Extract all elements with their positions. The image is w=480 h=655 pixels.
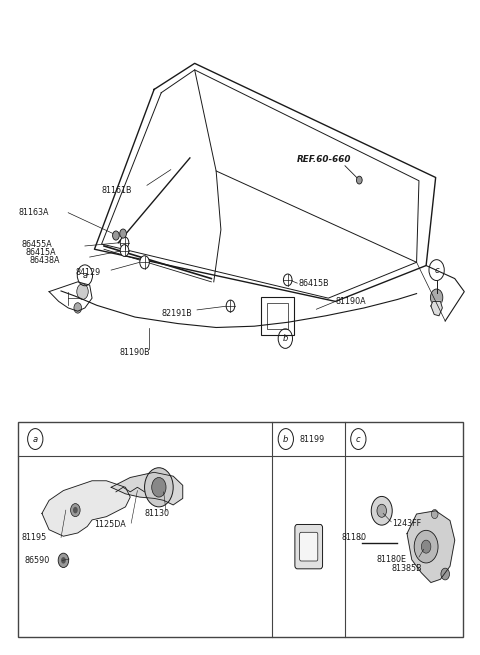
Circle shape	[120, 229, 126, 238]
Text: c: c	[434, 266, 439, 274]
Text: 1125DA: 1125DA	[95, 520, 126, 529]
Text: 1243FF: 1243FF	[392, 519, 421, 528]
Text: 82191B: 82191B	[161, 309, 192, 318]
Text: 86415A: 86415A	[25, 248, 56, 257]
Circle shape	[152, 477, 166, 497]
Circle shape	[73, 507, 78, 514]
Text: 81190B: 81190B	[120, 348, 150, 357]
Circle shape	[226, 300, 235, 312]
Text: b: b	[283, 434, 288, 443]
Text: a: a	[83, 271, 87, 280]
Circle shape	[140, 255, 149, 269]
Circle shape	[371, 496, 392, 525]
Polygon shape	[407, 511, 455, 582]
FancyBboxPatch shape	[295, 525, 323, 569]
Text: 81199: 81199	[300, 434, 325, 443]
Circle shape	[432, 510, 438, 519]
Text: 81130: 81130	[144, 509, 169, 518]
Text: REF.60-660: REF.60-660	[297, 155, 352, 164]
Circle shape	[71, 504, 80, 517]
Circle shape	[421, 540, 431, 553]
Text: a: a	[33, 434, 38, 443]
Circle shape	[113, 231, 119, 240]
Polygon shape	[42, 481, 130, 536]
Circle shape	[74, 303, 82, 313]
Circle shape	[120, 237, 129, 249]
Text: 81163A: 81163A	[18, 208, 48, 217]
Circle shape	[441, 568, 449, 580]
Text: 81385B: 81385B	[391, 565, 422, 573]
FancyBboxPatch shape	[300, 533, 318, 561]
Circle shape	[120, 245, 129, 256]
Polygon shape	[111, 472, 183, 505]
Circle shape	[414, 531, 438, 563]
Circle shape	[357, 176, 362, 184]
Circle shape	[61, 557, 66, 563]
Text: 81180: 81180	[342, 533, 367, 542]
Circle shape	[283, 274, 292, 286]
Circle shape	[377, 504, 386, 517]
Text: 81190A: 81190A	[336, 297, 366, 306]
Circle shape	[77, 284, 88, 299]
Text: 81161B: 81161B	[102, 186, 132, 195]
Text: 86438A: 86438A	[29, 257, 60, 265]
Circle shape	[431, 289, 443, 306]
Text: 81195: 81195	[22, 533, 47, 542]
Circle shape	[58, 553, 69, 567]
Text: 81180E: 81180E	[377, 555, 407, 563]
Circle shape	[144, 468, 173, 507]
Text: 86415B: 86415B	[298, 278, 329, 288]
Text: b: b	[283, 334, 288, 343]
Text: 84129: 84129	[75, 267, 101, 276]
Text: 86455A: 86455A	[22, 240, 52, 248]
Text: 86590: 86590	[24, 557, 49, 565]
Polygon shape	[431, 301, 443, 316]
Text: c: c	[356, 434, 360, 443]
